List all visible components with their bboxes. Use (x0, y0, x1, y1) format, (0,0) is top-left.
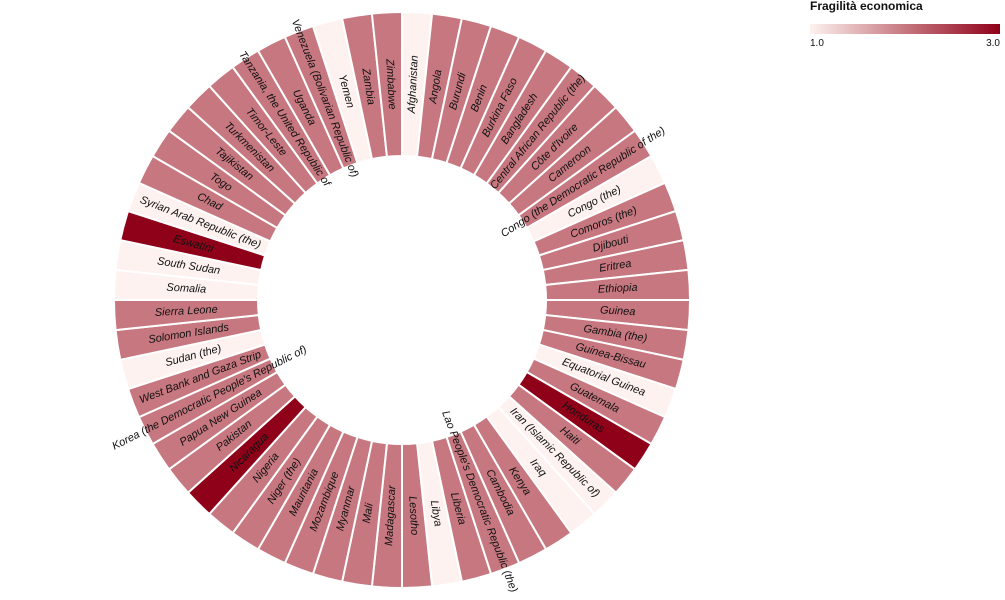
segment-label: Libya (428, 499, 444, 527)
segment-label: Afghanistan (406, 55, 421, 115)
segment-label: Lesotho (406, 496, 420, 536)
segment-label: Zambia (359, 67, 377, 106)
segment-label: Angola (427, 69, 444, 106)
segment-bar (370, 10, 403, 158)
segment-label: Guinea (600, 304, 636, 318)
legend-min-label: 1.0 (810, 38, 824, 49)
color-legend: Fragilità economica 1.0 3.0 (810, 0, 1000, 49)
segments (112, 10, 692, 590)
legend-title: Fragilità economica (810, 0, 923, 13)
segment-label: Sierra Leone (155, 304, 219, 319)
segment-label: Ethiopia (598, 282, 638, 296)
legend-ticks: 1.0 3.0 (810, 38, 1000, 49)
legend-gradient-bar (810, 24, 1000, 34)
segment-label: Madagascar (383, 484, 398, 546)
segment-label: Zimbabwe (383, 58, 398, 110)
segment-label: Eritrea (598, 258, 632, 275)
legend-max-label: 3.0 (986, 38, 1000, 49)
segment-label: Somalia (166, 282, 206, 296)
segment-label: Mali (361, 502, 376, 524)
